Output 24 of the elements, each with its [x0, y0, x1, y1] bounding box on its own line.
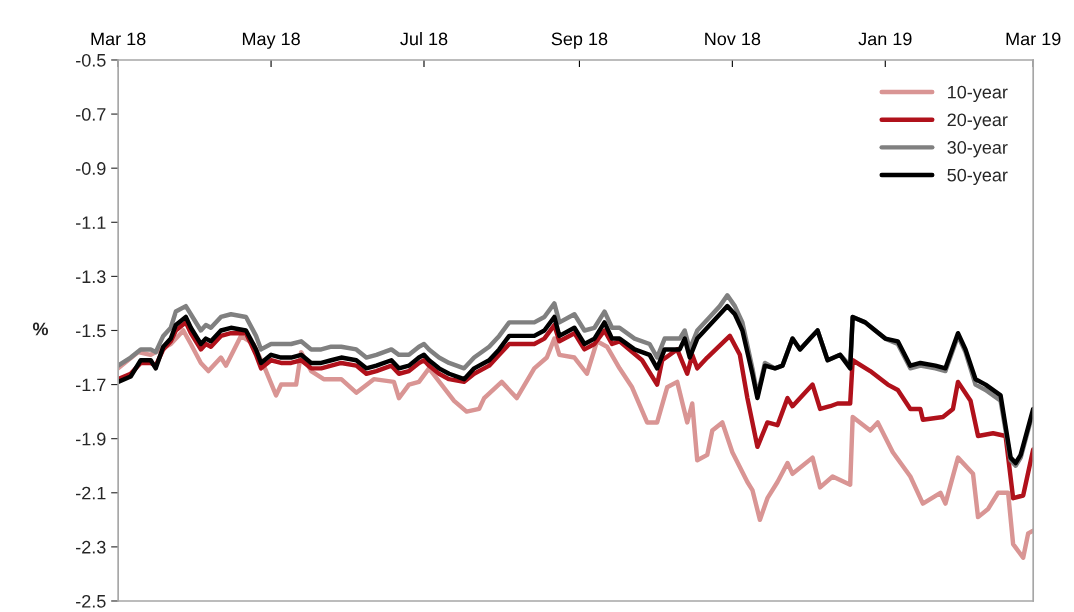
legend-label: 50-year: [947, 168, 1008, 186]
x-tick-label: May 18: [242, 32, 300, 49]
legend-label: 30-year: [947, 141, 1008, 158]
y-axis-title: %: [32, 322, 49, 336]
x-tick-label: Jul 18: [400, 32, 448, 46]
y-tick-label: -0.7: [76, 108, 106, 121]
x-tick-label: Nov 18: [705, 32, 761, 46]
y-tick-label: -2.1: [76, 486, 106, 500]
legend-label: 10-year: [948, 85, 1008, 103]
x-tick-label: Mar 19: [1006, 32, 1061, 46]
x-tick-label: Jan 19: [858, 32, 912, 46]
y-tick-label: -1.3: [76, 270, 106, 284]
line-series: [118, 328, 1034, 560]
x-tick-label: Sep 18: [551, 32, 608, 49]
y-tick-label: -1.5: [76, 324, 106, 338]
x-tick-label: Mar 18: [91, 32, 146, 46]
y-tick-label: -2.5: [76, 594, 106, 608]
y-tick-label: -0.9: [76, 162, 106, 175]
y-tick-label: -1.7: [76, 378, 106, 392]
y-tick-label: -0.5: [76, 53, 106, 67]
legend-label: 20-year: [947, 113, 1008, 130]
y-tick-label: -2.3: [76, 540, 106, 554]
y-tick-label: -1.9: [76, 432, 106, 446]
y-tick-label: -1.1: [76, 216, 106, 229]
